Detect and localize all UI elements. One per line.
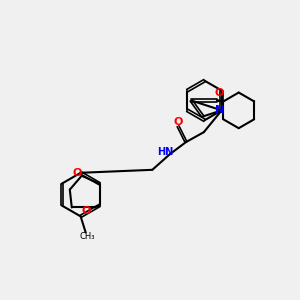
- Text: N: N: [215, 105, 224, 116]
- Text: O: O: [72, 168, 81, 178]
- Text: O: O: [214, 88, 224, 98]
- Text: O: O: [82, 206, 91, 216]
- Text: CH₃: CH₃: [80, 232, 95, 241]
- Text: O: O: [173, 117, 183, 127]
- Text: HN: HN: [157, 147, 173, 157]
